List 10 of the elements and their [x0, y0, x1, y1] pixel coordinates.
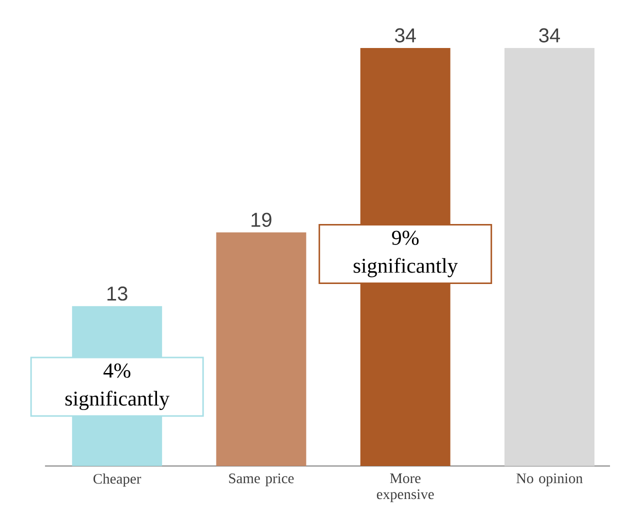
data-label: 34	[394, 28, 416, 42]
x-tick-label: No opinion	[516, 474, 583, 486]
data-label: 34	[539, 28, 560, 42]
data-label: 13	[107, 286, 128, 301]
x-tick-label: Same price	[229, 474, 294, 486]
x-tick-label: More expensive	[376, 474, 434, 502]
annotation: 4% significantly	[65, 364, 170, 410]
annotation: 9% significantly	[354, 230, 458, 278]
x-tick-label: Cheaper	[94, 474, 142, 487]
data-label: 19	[252, 212, 272, 227]
